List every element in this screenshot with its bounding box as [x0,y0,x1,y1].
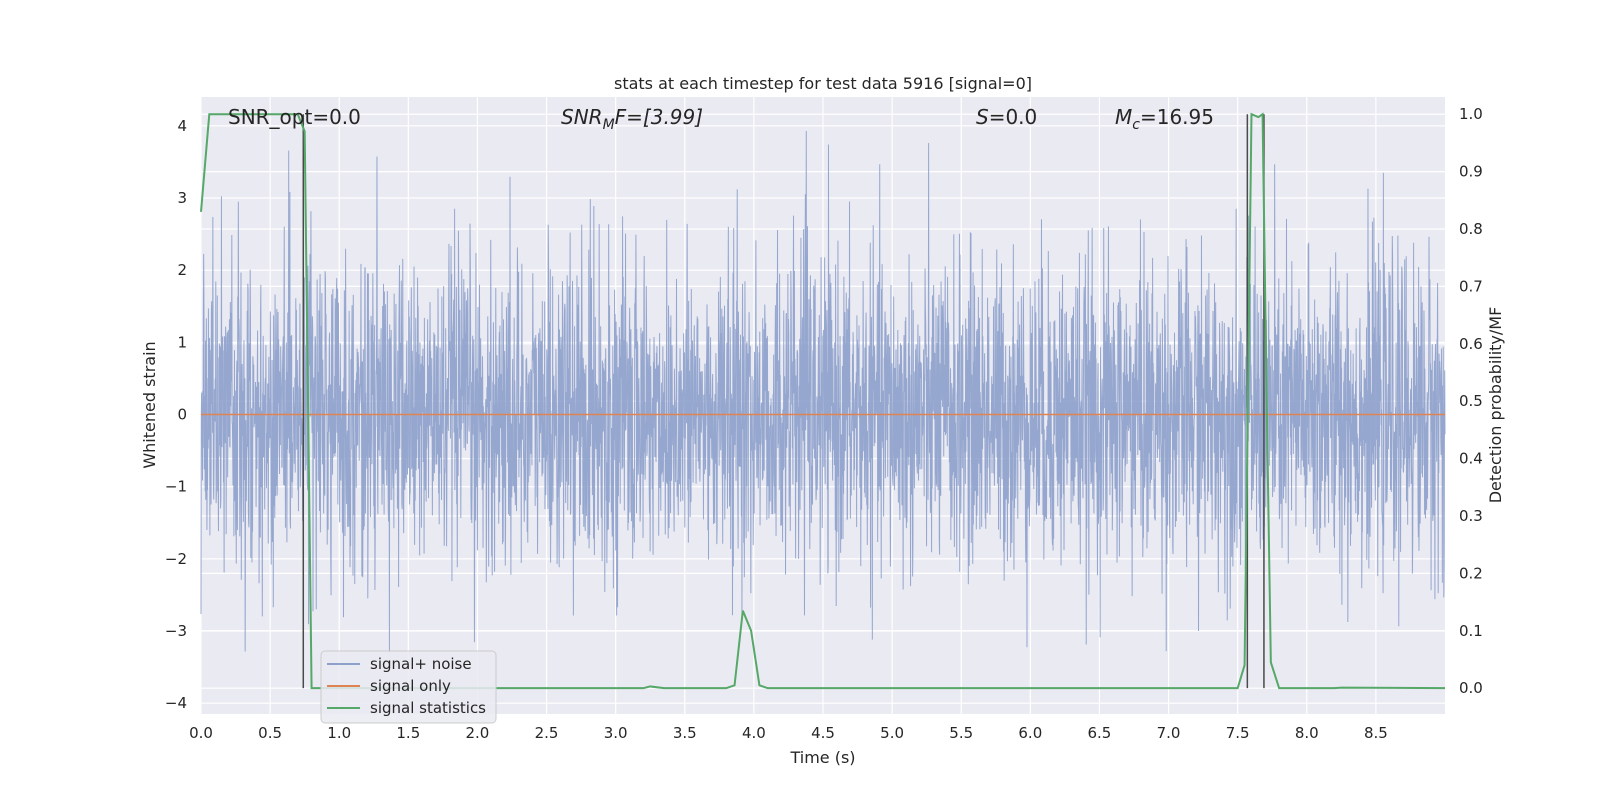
y-tick-label-left: 3 [177,189,187,207]
y-tick-label-left: −1 [165,478,187,496]
snr-mf-subscript: M [603,117,615,133]
legend-box [320,650,497,724]
snr-mf-annotation: SNRMF=[3.99] [561,105,703,133]
snr-mf-main: SNR [561,105,603,129]
signal-statistics-series [200,112,1446,690]
y-tick-label-right: 0.3 [1459,507,1483,525]
y-tick-label-right: 0.5 [1459,392,1483,410]
mc-rest: =16.95 [1140,105,1214,129]
x-tick-label: 5.0 [880,724,904,742]
legend-label-signal-only: signal only [370,677,451,695]
x-tick-label: 5.5 [949,724,973,742]
y-tick-label-right: 1.0 [1459,105,1483,123]
x-tick-label: 1.5 [396,724,420,742]
mc-subscript: c [1132,117,1140,133]
x-axis-label: Time (s) [789,748,855,767]
y-tick-label-left: 1 [177,333,187,351]
x-tick-label: 8.0 [1295,724,1319,742]
chart-title: stats at each timestep for test data 591… [614,74,1032,93]
x-tick-label: 7.5 [1226,724,1250,742]
y-tick-label-right: 0.4 [1459,450,1483,468]
x-tick-label: 7.0 [1157,724,1181,742]
mc-main: M [1115,105,1132,129]
signal-noise-series [200,131,1446,653]
y-tick-label-left: −3 [165,622,187,640]
s-main: S [976,105,989,129]
y-tick-label-right: 0.1 [1459,622,1483,640]
y-tick-label-right: 0.0 [1459,679,1483,697]
y-tick-label-left: −2 [165,550,187,568]
legend-label-signal-noise: signal+ noise [370,655,472,673]
y-tick-label-left: −4 [165,694,187,712]
x-tick-label: 1.0 [327,724,351,742]
y-tick-label-left: 4 [177,117,187,135]
y-axis-label-right: Detection probability/MF [1486,307,1505,504]
mc-annotation: Mc=16.95 [1115,105,1214,133]
x-tick-label: 6.0 [1018,724,1042,742]
legend: signal+ noise signal only signal statist… [320,650,497,724]
s-annotation: S=0.0 [976,105,1037,129]
x-tick-label: 4.5 [811,724,835,742]
x-tick-label: 3.5 [673,724,697,742]
y-tick-label-right: 0.6 [1459,335,1483,353]
tick-labels: 0.0 0.5 1.0 1.5 2.0 2.5 3.0 3.5 4.0 4.5 5.0 5.5 6.0 6… [165,105,1483,742]
x-tick-label: 3.0 [604,724,628,742]
snr-mf-rest: F=[3.99] [615,105,703,129]
s-rest: =0.0 [989,105,1038,129]
y-tick-label-right: 0.2 [1459,564,1483,582]
signal-statistics-line [200,112,1446,690]
y-tick-label-right: 0.8 [1459,220,1483,238]
x-tick-label: 0.0 [189,724,213,742]
legend-label-signal-statistics: signal statistics [370,699,486,717]
y-tick-label-left: 2 [177,261,187,279]
x-tick-label: 6.5 [1088,724,1112,742]
x-tick-label: 2.5 [535,724,559,742]
x-tick-label: 8.5 [1364,724,1388,742]
x-tick-label: 0.5 [258,724,282,742]
y-tick-label-left: 0 [177,406,187,424]
y-tick-label-right: 0.7 [1459,277,1483,295]
y-axis-label-left: Whitened strain [140,341,159,468]
signal-noise-line [200,131,1446,653]
x-tick-label: 2.0 [466,724,490,742]
y-tick-label-right: 0.9 [1459,163,1483,181]
x-tick-label: 4.0 [742,724,766,742]
snr-opt-annotation: SNR_opt=0.0 [228,105,361,129]
